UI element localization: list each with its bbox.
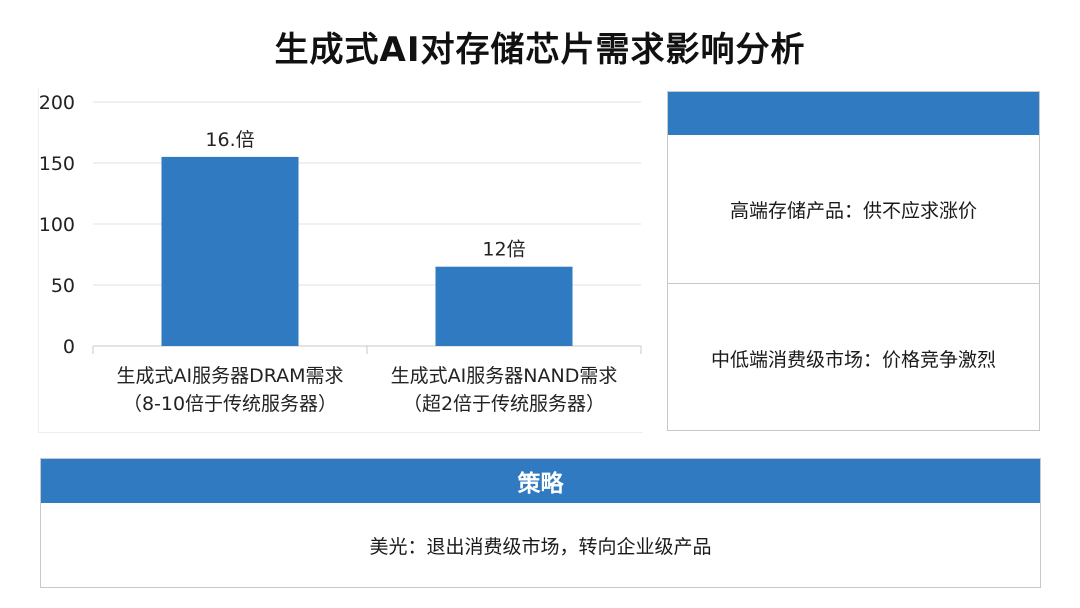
bar bbox=[435, 266, 573, 346]
impact-item-high-end: 高端存储产品：供不应求涨价 bbox=[729, 199, 977, 222]
y-tick-label: 50 bbox=[51, 275, 75, 297]
impact-panel: 高端存储产品：供不应求涨价 中低端消费级市场：价格竞争激烈 bbox=[667, 91, 1040, 431]
x-tick-label: （超2倍于传统服务器） bbox=[403, 393, 605, 415]
y-tick-label: 200 bbox=[39, 92, 75, 114]
x-tick-label: （8-10倍于传统服务器） bbox=[123, 393, 337, 415]
bar-chart: 0 50 100 150 200 16.倍生成式AI服务器DRAM需求 （8-10倍于传统服… bbox=[38, 88, 643, 433]
impact-panel-header bbox=[668, 92, 1039, 135]
impact-item-consumer: 中低端消费级市场：价格竞争激烈 bbox=[710, 348, 996, 371]
data-label: 12倍 bbox=[482, 239, 525, 261]
strategy-panel: 策略 美光：退出消费级市场，转向企业级产品 bbox=[40, 458, 1041, 588]
x-tick-label: 生成式AI服务器NAND需求 bbox=[391, 365, 618, 387]
strategy-text: 美光：退出消费级市场，转向企业级产品 bbox=[369, 535, 712, 558]
y-tick-label: 0 bbox=[63, 336, 75, 358]
y-tick-label: 100 bbox=[39, 214, 75, 236]
strategy-header: 策略 bbox=[41, 459, 1040, 503]
bar bbox=[161, 156, 299, 346]
data-label: 16.倍 bbox=[205, 129, 254, 151]
y-tick-label: 150 bbox=[39, 153, 75, 175]
impact-divider bbox=[668, 283, 1039, 284]
page-title: 生成式AI对存储芯片需求影响分析 bbox=[274, 30, 806, 70]
x-tick-label: 生成式AI服务器DRAM需求 bbox=[116, 365, 343, 387]
